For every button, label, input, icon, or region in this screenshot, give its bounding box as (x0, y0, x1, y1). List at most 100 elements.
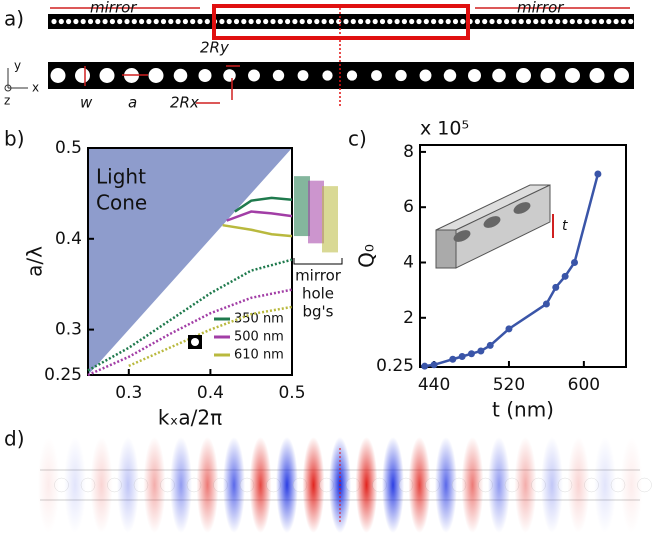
panel-label: d) (4, 427, 25, 451)
lobe (302, 437, 325, 533)
hole (562, 18, 568, 25)
hole (297, 70, 309, 81)
lobe (541, 437, 563, 533)
hole (474, 18, 480, 25)
hole (117, 18, 123, 25)
hole (80, 18, 86, 25)
hole (241, 18, 247, 25)
lobe (64, 437, 86, 533)
dim-label: a (128, 94, 137, 112)
hole (468, 69, 481, 82)
hole (438, 18, 444, 25)
axes-icon (4, 68, 28, 92)
hole (591, 18, 597, 25)
inset-hole (513, 202, 531, 214)
hole (431, 18, 437, 25)
hole (482, 18, 488, 25)
hole (75, 68, 90, 83)
hole (50, 68, 66, 83)
lobe (488, 437, 510, 533)
axis-label: x (32, 81, 39, 95)
dim-label: w (80, 94, 93, 112)
hole (372, 18, 378, 25)
hole (219, 18, 225, 25)
y-tick-label: 0.25 (376, 356, 414, 376)
lobe (170, 437, 192, 533)
hole (584, 18, 590, 25)
annotation: Cone (96, 191, 147, 215)
mirror-band (322, 186, 338, 253)
hole (555, 18, 561, 25)
mirror-label: mirror (90, 0, 137, 17)
y-axis-label: a/λ (23, 246, 47, 277)
legend-label: 500 nm (234, 330, 284, 345)
hole (146, 18, 152, 25)
hole (102, 18, 108, 25)
hole (131, 18, 137, 25)
lobe (90, 437, 113, 533)
hole (173, 68, 188, 83)
inset-hole (483, 216, 501, 228)
mirror-label: mirror (517, 0, 564, 17)
lobe (143, 437, 166, 533)
mirror-label: hole (302, 285, 334, 303)
hole (516, 68, 531, 83)
hole (73, 18, 79, 25)
hole (409, 18, 415, 25)
lobe (594, 437, 616, 533)
hole (589, 68, 605, 83)
hole (109, 18, 115, 25)
hole (182, 18, 188, 25)
x-tick-label: 0.4 (197, 383, 224, 403)
hole (445, 18, 451, 25)
hole (533, 18, 539, 25)
hole (343, 18, 349, 25)
hole (350, 18, 356, 25)
hole (628, 18, 634, 25)
bracket (293, 258, 343, 265)
mirror-band (308, 180, 324, 244)
hole (314, 18, 320, 25)
hole (569, 18, 575, 25)
dimension-arrows (50, 7, 630, 104)
marker (449, 355, 457, 363)
mirror-label: bg's (303, 303, 334, 321)
hole (248, 69, 260, 82)
hole (328, 18, 334, 25)
defect-band (226, 210, 293, 222)
hole (95, 18, 101, 25)
hole (394, 18, 400, 25)
marker (552, 283, 560, 291)
y-axis-label: Q₀ (355, 244, 379, 268)
hole (614, 68, 629, 83)
hole (66, 18, 72, 25)
hole (460, 18, 466, 25)
hole (492, 68, 506, 83)
legend-label: 610 nm (234, 348, 284, 363)
hole (496, 18, 502, 25)
x-axis-label: kₓa/2π (158, 406, 222, 430)
inset-hole (453, 230, 471, 242)
hole (292, 18, 298, 25)
lobe (249, 437, 272, 533)
mirror-band-edge (87, 288, 293, 377)
lobe (461, 437, 484, 533)
axes-frame (419, 144, 627, 368)
x-tick-label: 0.3 (115, 383, 142, 403)
legend-icon (191, 338, 199, 346)
x-tick-label: 0.5 (278, 383, 305, 403)
panel-label: c) (348, 127, 367, 151)
axis-label: z (4, 94, 10, 108)
hole (606, 18, 612, 25)
hole (277, 18, 283, 25)
hole (58, 18, 64, 25)
hole (443, 69, 457, 82)
y-tick-label: 2 (403, 308, 414, 328)
hole (371, 70, 382, 81)
annotation: Light (96, 165, 146, 189)
axis-label: y (14, 59, 21, 73)
lobe (276, 437, 298, 533)
hole (489, 18, 495, 25)
